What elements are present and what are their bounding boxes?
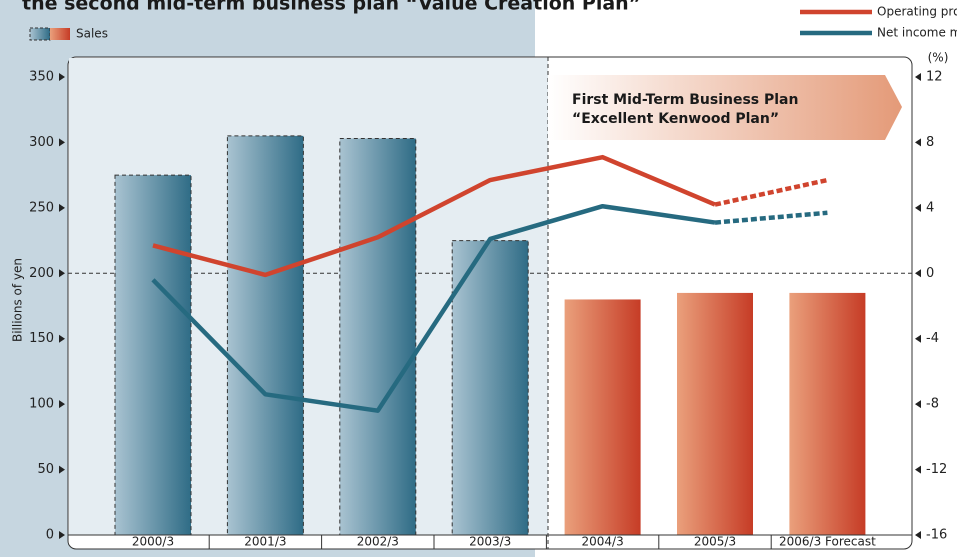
line: [151, 203, 716, 413]
y-tick: [59, 138, 65, 147]
bar: [677, 292, 753, 535]
y-tick: [59, 73, 65, 81]
legend-swatch: [50, 28, 70, 40]
y-tick: [59, 269, 65, 278]
x-tick-label: 2002/3: [357, 535, 399, 549]
line: [714, 177, 828, 207]
y2-tick: [915, 531, 921, 539]
y-axis-label: Billions of yen: [11, 258, 25, 342]
y-tick-label: 50: [37, 462, 54, 477]
y-tick-label: 150: [29, 331, 54, 346]
x-tick-label: 2000/3: [132, 535, 174, 549]
bar: [114, 174, 192, 536]
annotation: “Excellent Kenwood Plan”: [572, 111, 779, 127]
y-tick: [59, 531, 65, 539]
bar: [339, 138, 417, 536]
annotation: First Mid-Term Business Plan: [572, 92, 798, 108]
y2-tick-label: -12: [926, 462, 947, 477]
y-tick-label: 350: [29, 70, 54, 85]
y-tick: [59, 400, 65, 409]
y2-tick: [915, 138, 921, 147]
y-tick: [59, 334, 65, 343]
legend-label: Operating profit margin: [877, 5, 957, 19]
y2-tick-label: 8: [926, 135, 934, 150]
chart-title: the second mid-term business plan “Value…: [22, 0, 641, 15]
y2-tick-label: -8: [926, 397, 939, 412]
x-tick-label: 2004/3: [581, 535, 623, 549]
bar: [564, 299, 641, 535]
y2-tick: [915, 203, 921, 212]
y-tick-label: 200: [29, 266, 54, 281]
y2-axis-label: (%): [928, 51, 949, 65]
y2-tick: [915, 400, 921, 409]
x-tick-label: 2005/3: [694, 535, 736, 549]
y2-tick-label: 0: [926, 266, 934, 281]
bar: [789, 292, 866, 535]
legend-swatch: [29, 27, 51, 41]
y-tick-label: 300: [29, 135, 54, 150]
annotation-arrow: [548, 75, 902, 140]
y2-tick-label: 12: [926, 70, 943, 85]
bar: [226, 135, 304, 536]
y2-tick-label: 4: [926, 200, 934, 215]
line: [714, 210, 828, 225]
bar: [451, 240, 529, 536]
y-tick-label: 0: [46, 528, 54, 543]
y2-tick: [915, 73, 921, 81]
y2-tick: [915, 465, 921, 474]
legend-label: Sales: [76, 27, 108, 41]
y-tick-label: 100: [29, 397, 54, 412]
y-tick-label: 250: [29, 200, 54, 215]
x-tick-label: 2001/3: [244, 535, 286, 549]
y2-tick: [915, 269, 921, 278]
x-tick-label: 2003/3: [469, 535, 511, 549]
line: [152, 154, 716, 278]
y-tick: [59, 203, 65, 212]
y2-tick-label: -16: [926, 528, 947, 543]
x-tick-label: 2006/3 Forecast: [779, 535, 876, 549]
legend-label: Net income margin: [877, 26, 957, 40]
y2-tick-label: -4: [926, 331, 939, 346]
y-tick: [59, 465, 65, 474]
y2-tick: [915, 334, 921, 343]
